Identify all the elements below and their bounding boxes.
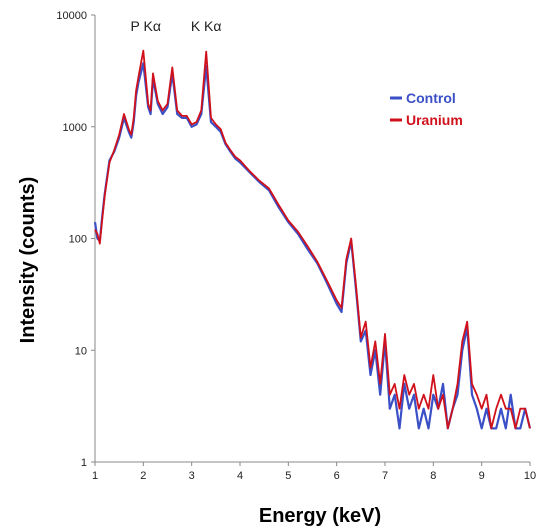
y-axis-title: Intensity (counts) xyxy=(17,177,39,344)
peak-annotation: P Kα xyxy=(131,18,161,34)
legend-label: Control xyxy=(406,90,456,106)
series-line-control xyxy=(93,62,532,430)
plot-area xyxy=(94,15,530,463)
x-tick-label: 1 xyxy=(92,470,98,482)
y-tick-label: 1000 xyxy=(63,122,87,134)
annotations: P Kα K Kα xyxy=(131,18,222,34)
x-tick-label: 3 xyxy=(189,470,195,482)
legend: Control Uranium xyxy=(390,90,463,128)
x-tick-label: 2 xyxy=(140,470,146,482)
x-tick-label: 7 xyxy=(382,470,388,482)
x-tick-label: 9 xyxy=(479,470,485,482)
x-tick-label: 8 xyxy=(430,470,436,482)
y-tick-label: 100 xyxy=(69,234,87,246)
x-axis-title: Energy (keV) xyxy=(259,505,381,527)
legend-label: Uranium xyxy=(406,112,463,128)
series-layer xyxy=(93,49,532,430)
y-tick-label: 10000 xyxy=(56,10,87,22)
peak-annotation: K Kα xyxy=(191,18,222,34)
y-tick-label: 10 xyxy=(75,345,87,357)
ticks: 1 2 3 4 5 6 7 8 9 10 1 10 100 1000 10000 xyxy=(56,10,536,482)
x-tick-label: 6 xyxy=(334,470,340,482)
y-tick-label: 1 xyxy=(81,457,87,469)
x-tick-label: 5 xyxy=(285,470,291,482)
x-tick-label: 10 xyxy=(524,470,536,482)
series-line-uranium xyxy=(94,49,531,430)
x-tick-label: 4 xyxy=(237,470,243,482)
